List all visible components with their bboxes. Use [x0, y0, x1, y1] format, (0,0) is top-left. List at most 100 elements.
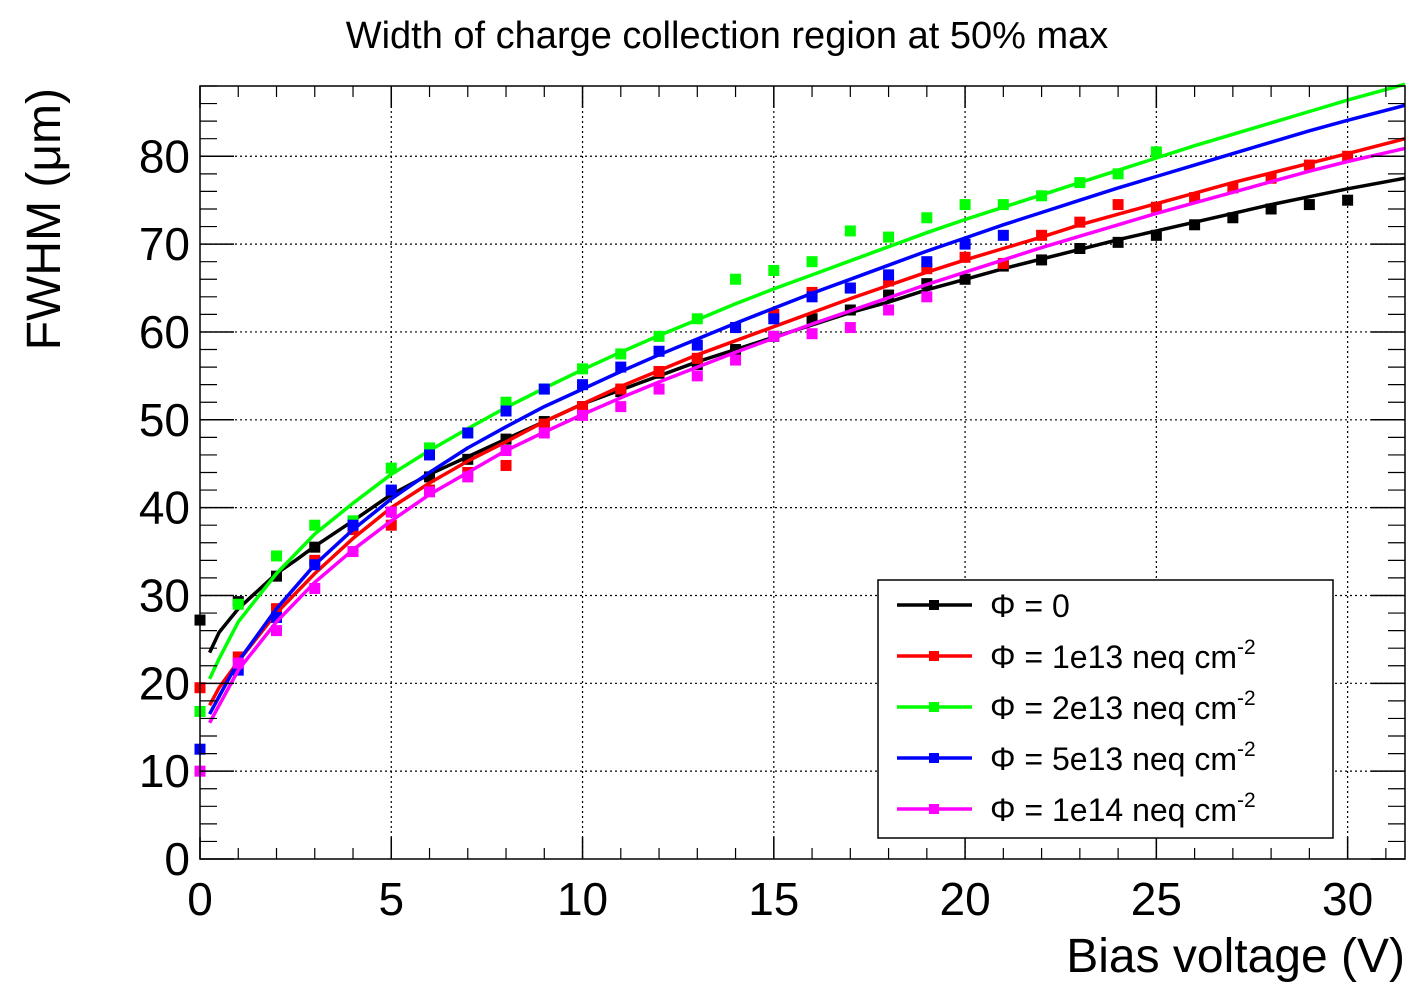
data-point: [691, 339, 703, 351]
y-tick-label: 0: [164, 833, 190, 885]
data-point: [500, 396, 512, 408]
legend-marker: [929, 702, 939, 712]
data-point: [730, 322, 742, 334]
legend-box: [877, 579, 1334, 839]
y-axis-label: FWHM (μm): [18, 88, 71, 350]
data-point: [1265, 172, 1277, 184]
data-point: [997, 199, 1009, 211]
data-point: [883, 269, 895, 281]
data-point: [959, 273, 971, 285]
data-point: [921, 263, 933, 275]
data-point: [424, 471, 436, 483]
data-point: [615, 361, 627, 373]
data-point: [615, 348, 627, 360]
data-point: [1150, 146, 1162, 158]
data-point: [424, 442, 436, 454]
data-point: [500, 405, 512, 417]
legend-marker: [929, 804, 939, 814]
data-point: [232, 657, 244, 669]
chart-title: Width of charge collection region at 50%…: [346, 15, 1109, 57]
data-point: [500, 459, 512, 471]
y-tick-label: 50: [139, 394, 190, 446]
data-point: [1342, 150, 1354, 162]
data-point: [959, 251, 971, 263]
data-point: [577, 401, 589, 413]
legend-label: Φ = 0: [990, 588, 1070, 624]
data-point: [1189, 192, 1201, 204]
data-point: [1036, 229, 1048, 241]
data-point: [691, 313, 703, 325]
data-point: [385, 462, 397, 474]
data-point: [844, 322, 856, 334]
data-point: [271, 611, 283, 623]
data-point: [1189, 219, 1201, 231]
y-tick-label: 40: [139, 482, 190, 534]
data-point: [538, 427, 550, 439]
data-point: [921, 256, 933, 268]
data-point: [806, 328, 818, 340]
data-point: [921, 212, 933, 224]
fit-line: [208, 82, 1406, 680]
data-point: [768, 264, 780, 276]
series-layer: [194, 82, 1406, 777]
data-point: [462, 471, 474, 483]
x-tick-label: 30: [1322, 873, 1373, 925]
legend-entry: Φ = 5e13 neq cm-2: [897, 738, 1256, 777]
data-point: [691, 370, 703, 382]
legend-label-superscript: -2: [1237, 738, 1256, 761]
data-point: [730, 354, 742, 366]
legend-label-superscript: -2: [1237, 789, 1256, 812]
data-point: [1227, 212, 1239, 224]
data-point: [1150, 229, 1162, 241]
data-point: [959, 238, 971, 250]
data-point: [806, 291, 818, 303]
data-point: [1227, 182, 1239, 194]
data-point: [883, 289, 895, 301]
y-tick-label: 30: [139, 569, 190, 621]
data-point: [844, 225, 856, 237]
data-point: [806, 313, 818, 325]
data-point: [1036, 190, 1048, 202]
data-point: [232, 598, 244, 610]
data-point: [1112, 236, 1124, 248]
data-point: [347, 519, 359, 531]
data-point: [768, 313, 780, 325]
data-point: [271, 550, 283, 562]
data-point: [309, 541, 321, 553]
data-point: [538, 383, 550, 395]
data-point: [462, 427, 474, 439]
legend-marker: [929, 600, 939, 610]
data-point: [615, 401, 627, 413]
data-point: [309, 582, 321, 594]
y-tick-label: 80: [139, 130, 190, 182]
x-tick-label: 20: [939, 873, 990, 925]
x-axis-label: Bias voltage (V): [1066, 930, 1405, 983]
data-point: [1303, 159, 1315, 171]
legend-label: Φ = 2e13 neq cm-2: [990, 687, 1256, 726]
data-point: [806, 256, 818, 268]
legend-label: Φ = 1e14 neq cm-2: [990, 789, 1256, 828]
data-point: [1036, 254, 1048, 266]
data-point: [1303, 199, 1315, 211]
series-4: [194, 103, 1406, 755]
data-point: [1150, 201, 1162, 213]
legend-entry: Φ = 1e14 neq cm-2: [897, 789, 1256, 828]
data-point: [768, 330, 780, 342]
y-tick-label: 70: [139, 218, 190, 270]
data-point: [883, 275, 895, 287]
data-point: [653, 345, 665, 357]
data-point: [844, 282, 856, 294]
series-3: [194, 82, 1406, 717]
legend-marker: [929, 753, 939, 763]
data-point: [538, 418, 550, 430]
legend-label: Φ = 1e13 neq cm-2: [990, 636, 1256, 675]
data-point: [500, 433, 512, 445]
legend-marker: [929, 651, 939, 661]
y-tick-label: 60: [139, 306, 190, 358]
data-point: [730, 273, 742, 285]
data-point: [347, 546, 359, 558]
legend-label: Φ = 5e13 neq cm-2: [990, 738, 1256, 777]
data-point: [577, 363, 589, 375]
legend-entry: Φ = 2e13 neq cm-2: [897, 687, 1256, 726]
